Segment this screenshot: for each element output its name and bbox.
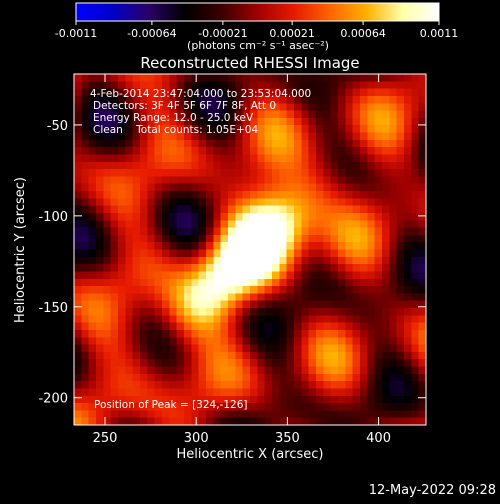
- colorbar-tick-label: -0.00064: [127, 27, 176, 40]
- x-tick-label: 250: [93, 431, 118, 446]
- footer-timestamp: 12-May-2022 09:28: [369, 483, 496, 498]
- chart-title: Reconstructed RHESSI Image: [140, 54, 359, 72]
- y-tick-label: -100: [38, 210, 68, 225]
- y-axis-label: Heliocentric Y (arcsec): [13, 177, 28, 323]
- annotation-time-range: 4-Feb-2014 23:47:04.000 to 23:53:04.000: [90, 88, 311, 100]
- x-tick-label: 400: [366, 431, 391, 446]
- y-tick-label: -50: [47, 119, 68, 134]
- x-axis-label: Heliocentric X (arcsec): [177, 447, 324, 462]
- y-tick-label: -150: [38, 301, 68, 316]
- colorbar-tick-label: 0.00021: [269, 27, 315, 40]
- plot-frame: [73, 73, 427, 426]
- colorbar-tick-label: 0.0011: [420, 27, 459, 40]
- x-tick-label: 300: [184, 431, 209, 446]
- annotation-block: 4-Feb-2014 23:47:04.000 to 23:53:04.000 …: [90, 88, 311, 411]
- annotation-detectors: Detectors: 3F 4F 5F 6F 7F 8F, Att 0: [93, 100, 276, 112]
- x-axis: 250 300 350 400: [93, 74, 391, 446]
- y-tick-label: -200: [38, 392, 68, 407]
- y-axis: -50 -100 -150 -200: [38, 119, 426, 407]
- annotation-energy-range: Energy Range: 12.0 - 25.0 keV: [93, 112, 254, 124]
- colorbar-tick-label: 0.00064: [340, 27, 386, 40]
- x-tick-label: 350: [275, 431, 300, 446]
- colorbar: [75, 2, 440, 22]
- colorbar-unit-label: (photons cm⁻² s⁻¹ asec⁻²): [187, 39, 329, 52]
- heatmap-raster: [74, 74, 426, 425]
- heatmap-image: [74, 74, 426, 425]
- annotation-algorithm-counts: Clean Total counts: 1.05E+04: [93, 124, 258, 136]
- annotation-peak-position: Position of Peak = [324,-126]: [94, 399, 248, 411]
- colorbar-tick-label: -0.00021: [198, 27, 247, 40]
- colorbar-tick-label: -0.0011: [55, 27, 97, 40]
- colorbar-ticks: -0.0011 -0.00064 -0.00021 0.00021 0.00064 0.0…: [55, 21, 458, 40]
